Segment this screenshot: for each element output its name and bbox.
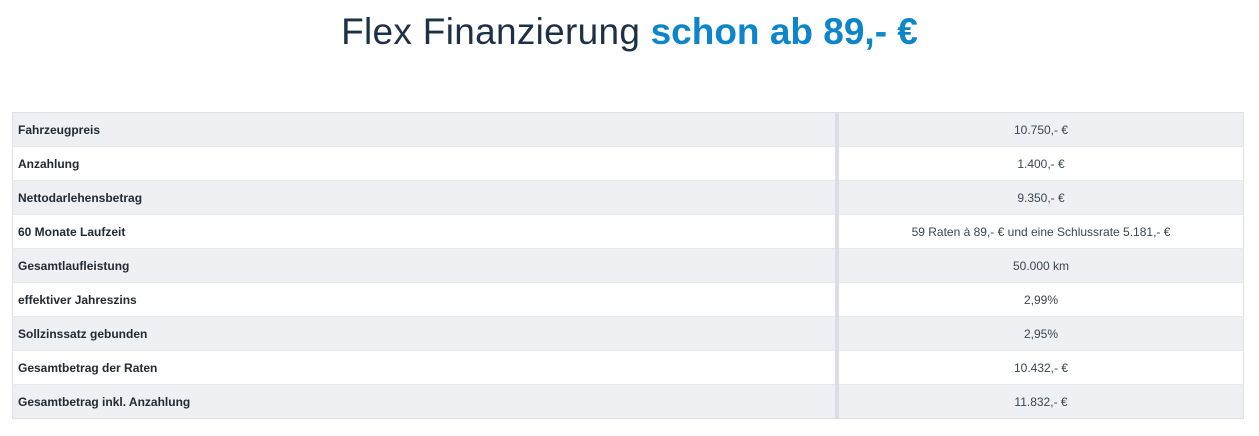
row-label: 60 Monate Laufzeit: [12, 214, 839, 249]
row-value: 59 Raten à 89,- € und eine Schlussrate 5…: [837, 214, 1244, 249]
page-title: Flex Finanzierung schon ab 89,- €: [0, 8, 1259, 56]
row-value: 1.400,- €: [837, 146, 1244, 181]
row-label: Gesamtbetrag der Raten: [12, 350, 839, 385]
table-row: Fahrzeugpreis 10.750,- €: [12, 112, 1244, 147]
table-row: 60 Monate Laufzeit 59 Raten à 89,- € und…: [12, 214, 1244, 249]
row-label: effektiver Jahreszins: [12, 282, 839, 317]
row-label: Fahrzeugpreis: [12, 112, 839, 147]
row-label: Anzahlung: [12, 146, 839, 181]
row-value: 2,95%: [837, 316, 1244, 351]
row-value: 10.432,- €: [837, 350, 1244, 385]
financing-table: Fahrzeugpreis 10.750,- € Anzahlung 1.400…: [12, 112, 1244, 419]
table-row: Sollzinssatz gebunden 2,95%: [12, 316, 1244, 351]
row-value: 9.350,- €: [837, 180, 1244, 215]
row-value: 2,99%: [837, 282, 1244, 317]
title-light: Flex Finanzierung: [341, 11, 641, 52]
table-row: Nettodarlehensbetrag 9.350,- €: [12, 180, 1244, 215]
table-row: Gesamtbetrag der Raten 10.432,- €: [12, 350, 1244, 385]
row-value: 50.000 km: [837, 248, 1244, 283]
row-label: Gesamtbetrag inkl. Anzahlung: [12, 384, 839, 419]
row-label: Gesamtlaufleistung: [12, 248, 839, 283]
row-label: Sollzinssatz gebunden: [12, 316, 839, 351]
table-row: Gesamtbetrag inkl. Anzahlung 11.832,- €: [12, 384, 1244, 419]
table-row: Gesamtlaufleistung 50.000 km: [12, 248, 1244, 283]
table-row: effektiver Jahreszins 2,99%: [12, 282, 1244, 317]
row-value: 11.832,- €: [837, 384, 1244, 419]
row-label: Nettodarlehensbetrag: [12, 180, 839, 215]
row-value: 10.750,- €: [837, 112, 1244, 147]
table-row: Anzahlung 1.400,- €: [12, 146, 1244, 181]
title-highlight: schon ab 89,- €: [650, 11, 918, 52]
